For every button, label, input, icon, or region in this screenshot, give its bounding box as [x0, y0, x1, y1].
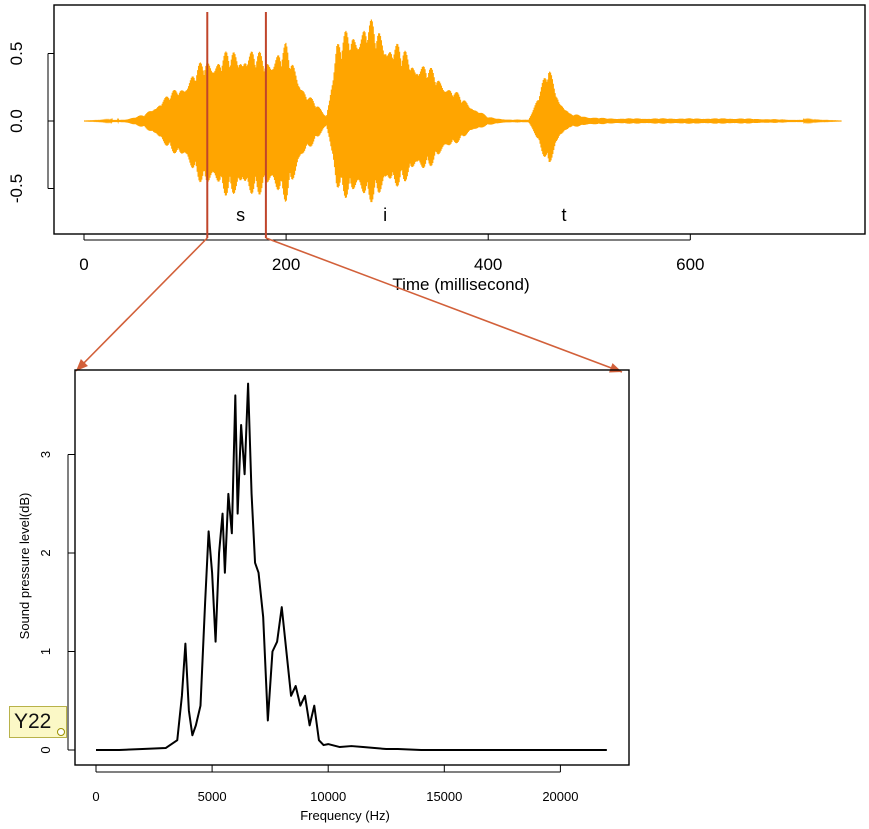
- tag-handle-icon[interactable]: [57, 728, 65, 736]
- x-tick-label: 0: [79, 255, 88, 274]
- x-tick-label: 0: [92, 789, 99, 804]
- x-tick-label: 5000: [198, 789, 227, 804]
- spectrum-panel: 0 5000 10000 15000 20000 0 1 2 3 Frequency (Hz)…: [17, 369, 630, 823]
- zoom-arrow-line: [75, 237, 208, 372]
- zoom-arrow-line: [265, 237, 623, 373]
- waveform-panel: 0 200 400 600 -0.5 0.0 0.5 s i t Time (millisec…: [7, 4, 866, 294]
- annotation-tag[interactable]: Y22: [9, 706, 67, 738]
- y-tick-label: 0.0: [7, 109, 26, 133]
- y-tick-label: 1: [38, 648, 53, 655]
- y-tick-label: -0.5: [7, 174, 26, 203]
- spectrum-y-axis-title: Sound pressure level(dB): [17, 493, 32, 640]
- waveform-y-axis: -0.5 0.0 0.5: [7, 42, 54, 203]
- waveform-x-axis: 0 200 400 600: [79, 234, 705, 274]
- waveform-trace: [83, 19, 842, 203]
- spectrum-x-axis-title: Frequency (Hz): [300, 808, 390, 823]
- selection-window: [206, 12, 267, 238]
- spectrum-y-axis: 0 1 2 3: [38, 451, 75, 754]
- waveform-plot-frame: [53, 4, 866, 235]
- x-tick-label: 20000: [542, 789, 578, 804]
- y-tick-label: 0.5: [7, 42, 26, 66]
- segment-label: s: [236, 205, 245, 225]
- annotation-tag-label: Y22: [14, 710, 52, 733]
- x-tick-label: 400: [474, 255, 502, 274]
- x-tick-label: 10000: [310, 789, 346, 804]
- spectrum-plot-frame: [74, 369, 630, 766]
- spectrum-line: [96, 382, 607, 751]
- spectrum-x-axis: 0 5000 10000 15000 20000: [92, 765, 578, 804]
- y-tick-label: 0: [38, 746, 53, 753]
- zoom-arrows: [75, 237, 623, 373]
- zoom-arrow-head: [76, 358, 88, 371]
- x-tick-label: 200: [272, 255, 300, 274]
- segment-label: i: [383, 205, 387, 225]
- waveform-x-axis-title: Time (millisecond): [392, 275, 529, 294]
- x-tick-label: 15000: [426, 789, 462, 804]
- y-tick-label: 2: [38, 549, 53, 556]
- y-tick-label: 3: [38, 451, 53, 458]
- x-tick-label: 600: [676, 255, 704, 274]
- waveform-series: [83, 19, 842, 203]
- zoom-arrow-head: [609, 363, 622, 373]
- segment-label: t: [561, 205, 566, 225]
